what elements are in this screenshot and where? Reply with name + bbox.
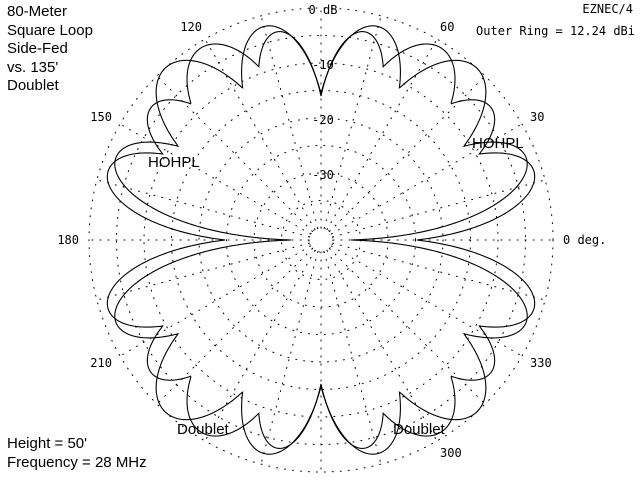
- plot-labels: 0 deg. 30 60 120 150 180 210 300 330 0 dB -10 -20 -3…: [57, 3, 606, 460]
- series-trace-hohpl: [106, 31, 536, 449]
- radial-spoke: [119, 245, 312, 357]
- title-line: Square Loop: [7, 21, 93, 39]
- title-line: 80-Meter: [7, 3, 68, 20]
- center-ring: [308, 227, 334, 253]
- pattern-traces: [106, 25, 536, 455]
- ring-db-label: -30: [312, 168, 334, 182]
- angle-tick-label: 300: [440, 446, 462, 460]
- angle-tick-label: 0 deg.: [563, 233, 606, 247]
- series-trace-doublet: [114, 25, 528, 455]
- radial-spoke: [156, 247, 314, 405]
- radial-spoke: [326, 38, 438, 231]
- angle-tick-label: 150: [90, 110, 112, 124]
- grid-ring: [198, 117, 444, 363]
- frequency-label: Frequency = 28 MHz: [7, 454, 147, 471]
- angle-tick-label: 60: [440, 20, 454, 34]
- grid-ring: [253, 172, 389, 308]
- grid-ring: [88, 7, 554, 473]
- series-annotation: Doublet: [393, 421, 446, 438]
- series-annotation: Doublet: [177, 421, 230, 438]
- radial-spoke: [328, 75, 486, 233]
- conditions-block: Height = 50' Frequency = 28 MHz: [7, 434, 147, 472]
- title-line: Side-Fed: [7, 40, 68, 57]
- grid-ring: [226, 145, 416, 335]
- program-label: EZNEC/4: [582, 2, 633, 16]
- chart-title: 80-Meter Square Loop Side-Fed vs. 135' D…: [7, 3, 93, 96]
- grid-ring: [143, 62, 499, 418]
- grid-ring: [116, 35, 526, 445]
- ring-db-label: 0 dB: [309, 3, 338, 17]
- series-annotation: HOHPL: [148, 154, 200, 171]
- radial-spoke: [119, 123, 312, 235]
- height-label: Height = 50': [7, 435, 88, 452]
- title-line: vs. 135': [7, 58, 59, 76]
- grid-ring: [171, 90, 471, 390]
- radial-spoke: [204, 38, 316, 231]
- ring-db-label: -10: [312, 58, 334, 72]
- angle-tick-label: 30: [530, 110, 544, 124]
- radial-spoke: [204, 249, 316, 442]
- title-line: Doublet: [7, 77, 59, 94]
- angle-tick-label: 120: [180, 20, 202, 34]
- series-annotation: HOHPL: [472, 135, 524, 152]
- outer-ring-label: Outer Ring = 12.24 dBi: [476, 24, 635, 38]
- ring-db-label: -20: [312, 113, 334, 127]
- angle-tick-label: 210: [90, 356, 112, 370]
- angle-tick-label: 180: [57, 233, 79, 247]
- angle-tick-label: 330: [530, 356, 552, 370]
